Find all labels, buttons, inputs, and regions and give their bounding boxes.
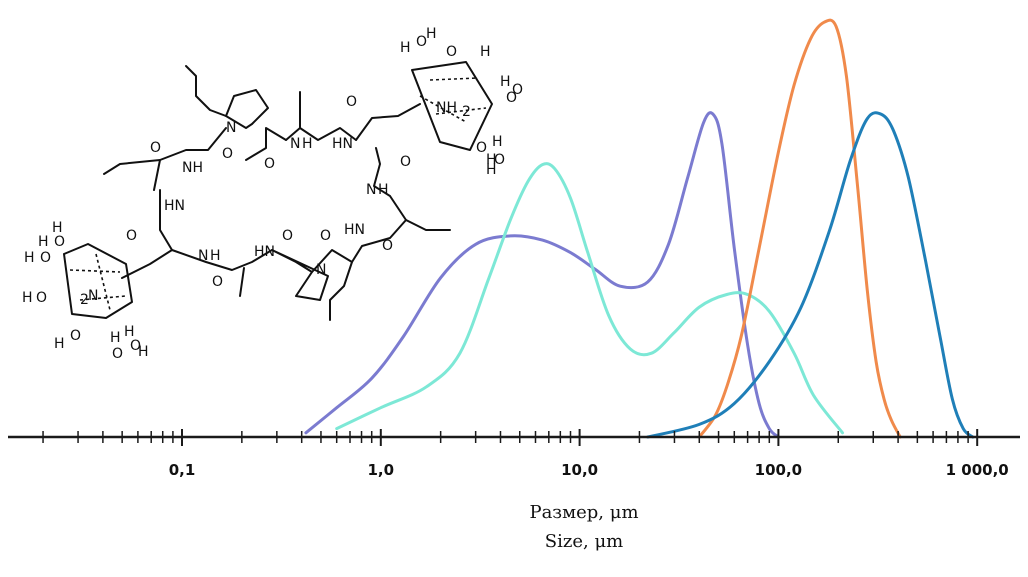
atom-label: HN: [164, 198, 185, 214]
atom-label: H: [210, 248, 221, 264]
atom-label: H: [426, 26, 437, 42]
atom-label: N: [290, 136, 300, 152]
distribution-curve-4: [646, 111, 975, 439]
atom-label: HN: [344, 222, 365, 238]
atom-label: H: [54, 336, 65, 352]
atom-label: O: [416, 34, 427, 50]
atom-label: H: [52, 220, 63, 236]
atom-label: O: [506, 90, 517, 106]
atom-label: O: [282, 228, 293, 244]
atom-label: O: [70, 328, 81, 344]
atom-label: N: [366, 182, 376, 198]
atom-label: H: [24, 250, 35, 266]
atom-label: H: [110, 330, 121, 346]
atom-label: H: [124, 324, 135, 340]
atom-label: O: [382, 238, 393, 254]
atom-label: O: [126, 228, 137, 244]
atom-label: O: [494, 152, 505, 168]
atom-label: O: [222, 146, 233, 162]
atom-label: H: [486, 152, 497, 168]
x-tick-label: 10,0: [561, 461, 598, 479]
atom-label: H: [38, 234, 49, 250]
atom-label: HN: [254, 244, 275, 260]
distribution-curves: [304, 18, 975, 439]
x-tick-label: 1,0: [368, 461, 395, 479]
atom-label: N: [198, 248, 208, 264]
atom-label: O: [446, 44, 457, 60]
atom-label: H: [302, 136, 313, 152]
atom-label: N: [316, 262, 326, 278]
atom-label: H: [492, 134, 503, 150]
atom-label: H: [378, 182, 389, 198]
atom-label: NH: [436, 100, 457, 116]
atom-label: H: [500, 74, 511, 90]
atom-label: H: [22, 290, 33, 306]
atom-label: 2: [80, 292, 89, 308]
molecule-atom-labels: H O H O H O NH 2 H O O H H O H N O N H O…: [22, 26, 523, 362]
atom-label: O: [264, 156, 275, 172]
atom-label: O: [112, 346, 123, 362]
atom-label: N: [88, 288, 98, 304]
atom-label: O: [400, 154, 411, 170]
atom-label: O: [54, 234, 65, 250]
atom-label: O: [346, 94, 357, 110]
atom-label: NH: [182, 160, 203, 176]
x-tick-label: 0,1: [169, 461, 196, 479]
x-tick-label: 1 000,0: [946, 461, 1009, 479]
atom-label: H: [400, 40, 411, 56]
atom-label: H: [480, 44, 491, 60]
cyclic-peptide-structure: [63, 61, 493, 321]
atom-label: O: [36, 290, 47, 306]
distribution-curve-2: [335, 162, 844, 435]
atom-label: O: [130, 338, 141, 354]
atom-label: H: [486, 162, 497, 178]
atom-label: 2: [462, 104, 471, 120]
atom-label: N: [226, 120, 236, 136]
x-axis-title-en: Size, μm: [545, 531, 623, 552]
x-axis-tick-labels: 0,1 1,0 10,0 100,0 1 000,0: [169, 461, 1009, 479]
atom-label: O: [150, 140, 161, 156]
atom-label: O: [320, 228, 331, 244]
atom-label: HN: [332, 136, 353, 152]
atom-label: H: [138, 344, 149, 360]
x-axis-ticks: [42, 429, 979, 446]
atom-label: O: [512, 82, 523, 98]
distribution-curve-1: [304, 111, 780, 439]
x-tick-label: 100,0: [755, 461, 802, 479]
atom-label: O: [40, 250, 51, 266]
atom-label: O: [212, 274, 223, 290]
distribution-curve-3: [697, 18, 902, 439]
x-axis-title-ru: Размер, μm: [529, 502, 638, 523]
atom-label: O: [476, 140, 487, 156]
